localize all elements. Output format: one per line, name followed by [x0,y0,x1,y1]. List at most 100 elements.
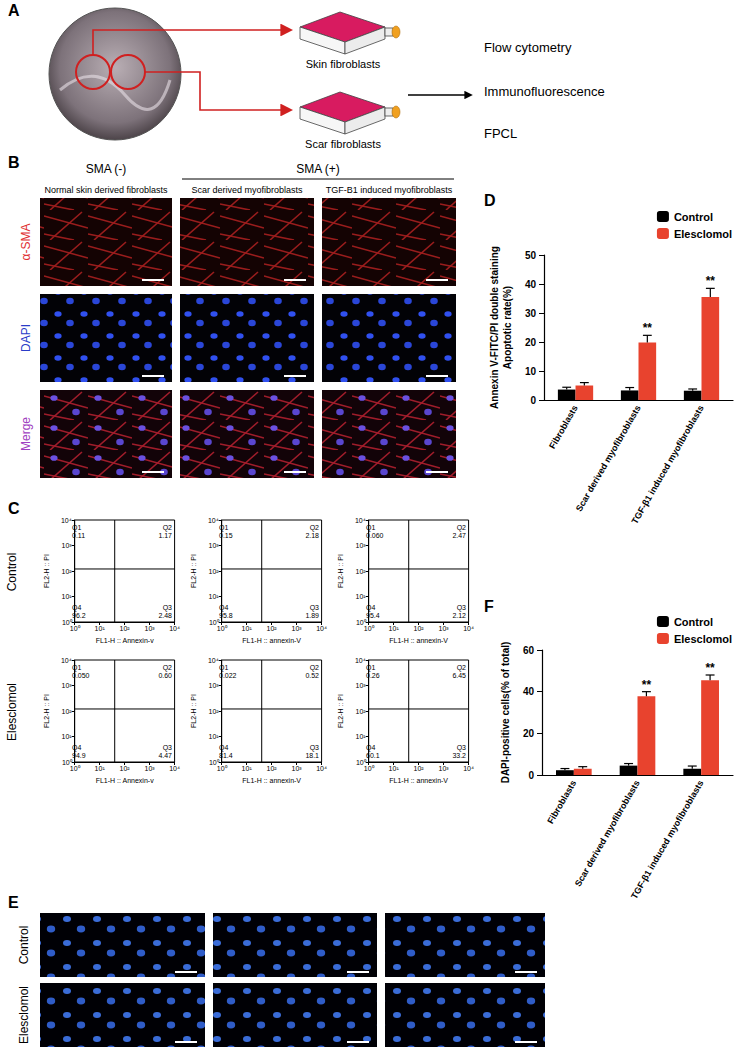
svg-text:10²: 10² [120,625,131,632]
svg-text:Q4: Q4 [366,604,375,612]
svg-text:0: 0 [528,770,534,781]
svg-text:10⁴: 10⁴ [355,517,366,524]
svg-text:20: 20 [523,728,535,739]
svg-text:FL2-H :: PI: FL2-H :: PI [43,554,50,588]
svg-text:Elesclomol: Elesclomol [674,633,732,645]
svg-text:10²: 10² [267,765,278,772]
svg-text:10⁴: 10⁴ [61,517,72,524]
svg-text:10¹: 10¹ [62,733,73,740]
svg-text:0.050: 0.050 [72,672,90,679]
svg-text:SMA (+): SMA (+) [296,162,340,176]
svg-text:Q2: Q2 [457,524,466,532]
svg-text:10¹: 10¹ [209,593,220,600]
svg-text:20: 20 [525,337,537,348]
svg-text:10¹: 10¹ [389,625,400,632]
svg-text:18.1: 18.1 [305,752,319,759]
svg-text:10⁴: 10⁴ [169,625,180,632]
svg-text:B: B [8,154,20,171]
svg-text:Control: Control [17,926,31,965]
svg-text:10⁰: 10⁰ [217,625,228,632]
svg-text:30: 30 [525,308,537,319]
svg-text:0.60: 0.60 [158,672,172,679]
svg-text:10⁴: 10⁴ [169,765,180,772]
svg-text:E: E [8,894,19,911]
svg-text:**: ** [643,321,653,335]
svg-text:A: A [8,2,20,19]
svg-text:10⁴: 10⁴ [316,625,327,632]
svg-text:6.45: 6.45 [452,672,466,679]
svg-text:10¹: 10¹ [95,625,106,632]
svg-text:10³: 10³ [209,682,220,689]
svg-text:1.17: 1.17 [158,532,172,539]
svg-text:Q4: Q4 [219,604,228,612]
svg-text:10⁰: 10⁰ [70,625,81,632]
svg-text:10⁴: 10⁴ [463,765,474,772]
svg-text:10²: 10² [209,568,220,575]
svg-text:**: ** [642,678,652,692]
svg-text:Q4: Q4 [72,604,81,612]
svg-text:FL1-H :: Annexin-v: FL1-H :: Annexin-v [96,777,154,784]
svg-text:Q1: Q1 [366,664,375,672]
svg-text:0.022: 0.022 [219,672,237,679]
svg-text:FL1-H :: Annexin-v: FL1-H :: Annexin-v [96,637,154,644]
svg-text:10⁰: 10⁰ [70,765,81,772]
svg-text:SMA (-): SMA (-) [86,162,127,176]
svg-text:2.48: 2.48 [158,612,172,619]
svg-text:Q2: Q2 [163,664,172,672]
svg-text:Q1: Q1 [72,664,81,672]
svg-text:Flow cytometry: Flow cytometry [484,40,572,55]
svg-text:60.1: 60.1 [366,752,380,759]
svg-text:Q1: Q1 [366,524,375,532]
svg-text:Fibroblasts: Fibroblasts [547,403,580,450]
svg-text:2.18: 2.18 [305,532,319,539]
svg-text:10⁰: 10⁰ [217,765,228,772]
svg-text:0: 0 [530,395,536,406]
svg-text:Scar derived myofibroblasts: Scar derived myofibroblasts [574,403,643,513]
svg-text:0.11: 0.11 [72,532,85,539]
svg-text:Elesclomol: Elesclomol [17,986,31,1044]
svg-text:4.47: 4.47 [158,752,172,759]
svg-text:10⁴: 10⁴ [208,517,219,524]
svg-text:10²: 10² [62,568,73,575]
svg-text:Q1: Q1 [72,524,81,532]
svg-text:TGF-B1 induced myofibroblasts: TGF-B1 induced myofibroblasts [326,185,453,195]
svg-text:F: F [484,598,494,615]
svg-text:10⁰: 10⁰ [364,765,375,772]
svg-text:Control: Control [674,616,713,628]
svg-text:Q2: Q2 [310,664,319,672]
svg-text:Q1: Q1 [219,664,228,672]
svg-text:Q4: Q4 [366,744,375,752]
svg-text:10⁴: 10⁴ [208,657,219,664]
svg-text:Apoptotic rate(%): Apoptotic rate(%) [502,286,513,369]
svg-text:10⁴: 10⁴ [316,765,327,772]
svg-text:10³: 10³ [439,625,450,632]
svg-text:60: 60 [523,645,535,656]
svg-text:50: 50 [525,250,537,261]
svg-text:Elesclomol: Elesclomol [5,683,19,741]
svg-text:Elesclomol: Elesclomol [674,228,732,240]
svg-text:Q1: Q1 [219,524,228,532]
svg-text:FL1-H :: annexin-V: FL1-H :: annexin-V [389,637,448,644]
svg-text:FL1-H :: annexin-V: FL1-H :: annexin-V [242,637,301,644]
svg-text:10¹: 10¹ [209,733,220,740]
svg-text:Q3: Q3 [163,604,172,612]
svg-text:10³: 10³ [62,682,73,689]
svg-text:10²: 10² [120,765,131,772]
svg-text:FL1-H :: annexin-V: FL1-H :: annexin-V [242,777,301,784]
svg-text:FL1-H :: annexin-V: FL1-H :: annexin-V [389,777,448,784]
svg-text:10⁰: 10⁰ [364,625,375,632]
svg-text:10³: 10³ [356,542,367,549]
svg-text:10²: 10² [414,625,425,632]
svg-text:10⁴: 10⁴ [355,657,366,664]
svg-text:0.52: 0.52 [305,672,319,679]
svg-text:Q4: Q4 [72,744,81,752]
svg-text:TGF-β1 induced myofibroblasts: TGF-β1 induced myofibroblasts [629,778,705,900]
svg-text:10³: 10³ [292,765,303,772]
svg-text:Q2: Q2 [310,524,319,532]
svg-text:α-SMA: α-SMA [19,224,33,261]
svg-text:Q3: Q3 [457,604,466,612]
svg-text:10³: 10³ [356,682,367,689]
svg-text:FL2-H :: PI: FL2-H :: PI [337,694,344,728]
svg-text:Q3: Q3 [457,744,466,752]
svg-text:Normal skin derived fibroblast: Normal skin derived fibroblasts [44,185,168,195]
